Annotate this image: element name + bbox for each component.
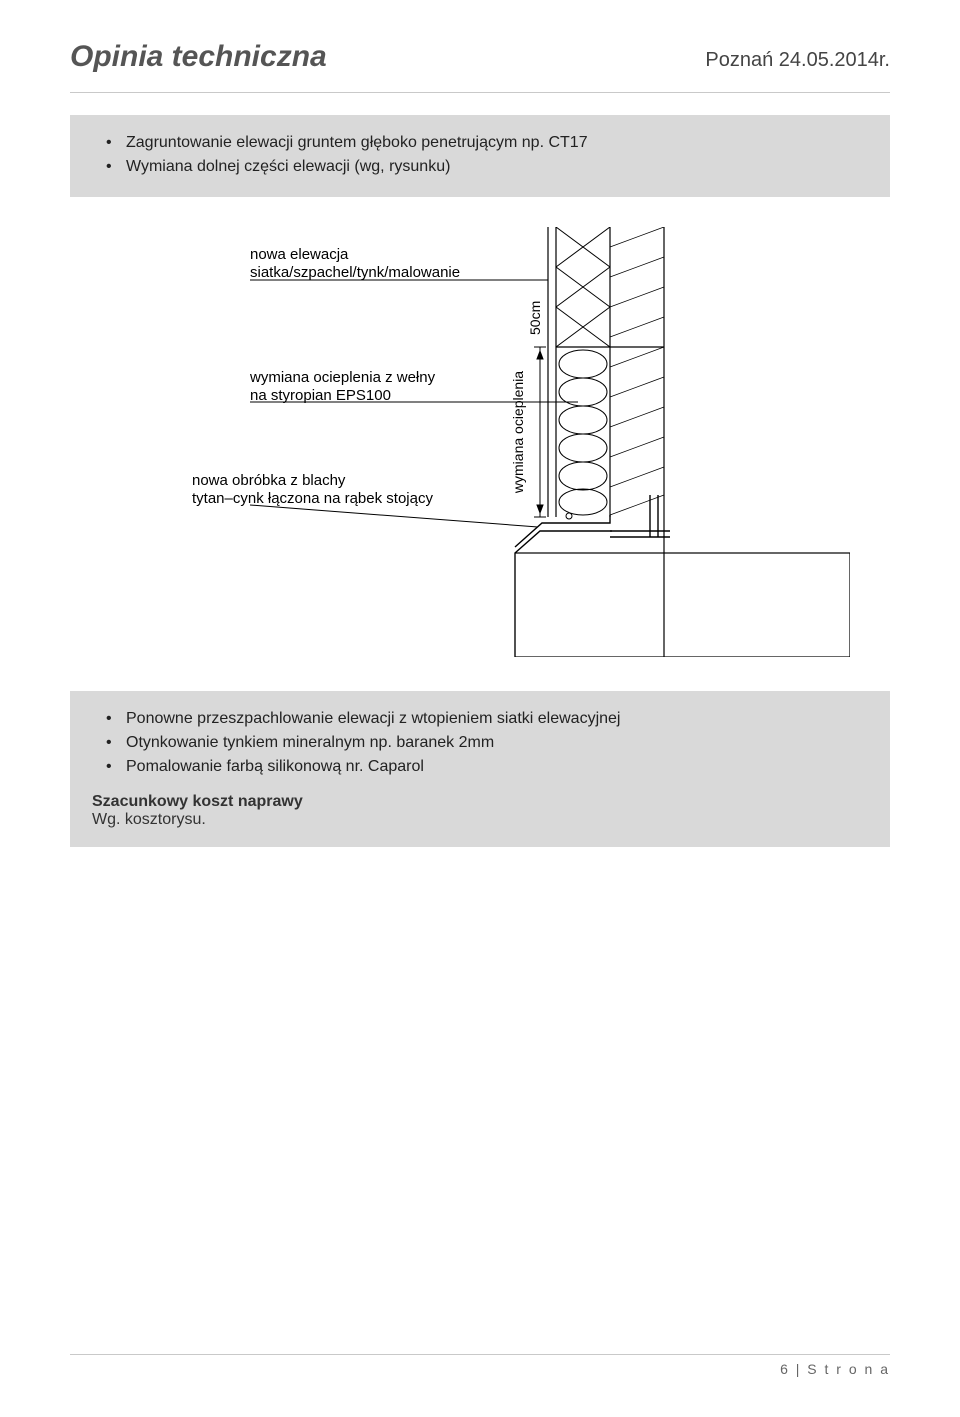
page-number: 6 | S t r o n a bbox=[70, 1361, 890, 1377]
header-rule bbox=[70, 92, 890, 93]
list-item: Zagruntowanie elewacji gruntem głęboko p… bbox=[92, 131, 868, 155]
bullet-list-1: Zagruntowanie elewacji gruntem głęboko p… bbox=[92, 131, 868, 179]
diagram-vertical-label: wymiana ocieplenia bbox=[510, 371, 526, 494]
list-item: Wymiana dolnej części elewacji (wg, rysu… bbox=[92, 155, 868, 179]
list-item: Ponowne przeszpachlowanie elewacji z wto… bbox=[92, 707, 868, 731]
cost-sub: Wg. kosztorysu. bbox=[92, 811, 868, 829]
diagram-dimension: 50cm bbox=[527, 301, 543, 335]
diagram-label: tytan–cynk łączona na rąbek stojący bbox=[192, 490, 433, 507]
technical-diagram: nowa elewacja siatka/szpachel/tynk/malow… bbox=[70, 197, 890, 677]
header: Opinia techniczna Poznań 24.05.2014r. bbox=[70, 40, 890, 74]
footer: 6 | S t r o n a bbox=[70, 1354, 890, 1377]
page-title: Opinia techniczna bbox=[70, 40, 327, 74]
cost-heading: Szacunkowy koszt naprawy bbox=[92, 793, 868, 811]
diagram-label: na styropian EPS100 bbox=[250, 387, 391, 404]
list-item: Pomalowanie farbą silikonową nr. Caparol bbox=[92, 755, 868, 779]
content-block-1: Zagruntowanie elewacji gruntem głęboko p… bbox=[70, 115, 890, 197]
diagram-label: nowa obróbka z blachy bbox=[192, 472, 346, 489]
diagram-label: nowa elewacja bbox=[250, 246, 349, 263]
list-item: Otynkowanie tynkiem mineralnym np. baran… bbox=[92, 731, 868, 755]
diagram-label: wymiana ocieplenia z wełny bbox=[249, 369, 436, 386]
footer-rule bbox=[70, 1354, 890, 1355]
content-block-2: Ponowne przeszpachlowanie elewacji z wto… bbox=[70, 691, 890, 847]
header-date: Poznań 24.05.2014r. bbox=[705, 49, 890, 72]
bullet-list-2: Ponowne przeszpachlowanie elewacji z wto… bbox=[92, 707, 868, 779]
diagram-label: siatka/szpachel/tynk/malowanie bbox=[250, 264, 460, 281]
